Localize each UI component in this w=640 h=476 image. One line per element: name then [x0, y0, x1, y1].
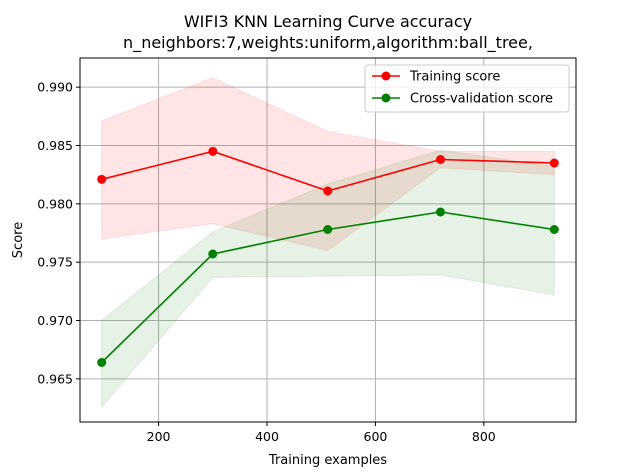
- data-point: [435, 207, 445, 217]
- data-point: [97, 174, 107, 184]
- y-tick-label: 0.970: [37, 313, 73, 328]
- series-band: [101, 77, 555, 252]
- data-point: [435, 155, 445, 164]
- x-tick-label: 800: [472, 429, 496, 444]
- x-tick-label: 200: [147, 429, 171, 444]
- data-point: [97, 358, 107, 367]
- data-point: [208, 146, 218, 156]
- x-tick-label: 400: [255, 429, 279, 444]
- data-point: [323, 186, 333, 196]
- x-axis-ticks: 200 400 600 800: [147, 422, 496, 444]
- data-point: [549, 158, 559, 168]
- legend: Training score Cross-validation score: [364, 64, 570, 113]
- y-tick-label: 0.965: [37, 371, 73, 386]
- confidence-bands: [101, 77, 555, 409]
- y-tick-label: 0.985: [37, 138, 73, 153]
- y-tick-label: 0.980: [37, 196, 73, 211]
- x-tick-label: 600: [364, 429, 388, 444]
- y-tick-label: 0.990: [37, 80, 73, 95]
- data-point: [208, 249, 218, 259]
- chart-title: WIFI3 KNN Learning Curve accuracy: [184, 12, 472, 31]
- legend-marker: [381, 93, 391, 103]
- data-point: [323, 225, 333, 234]
- legend-box: [364, 64, 570, 113]
- y-tick-label: 0.975: [37, 255, 73, 270]
- legend-label: Training score: [409, 70, 500, 85]
- series-markers: [97, 146, 559, 367]
- legend-marker: [381, 71, 391, 81]
- x-axis-label: Training examples: [268, 453, 387, 468]
- chart-subtitle: n_neighbors:7,weights:uniform,algorithm:…: [123, 33, 533, 53]
- y-axis-label: Score: [11, 222, 26, 258]
- legend-label: Cross-validation score: [410, 92, 553, 107]
- plot-area-frame: [79, 57, 577, 423]
- data-point: [549, 225, 559, 234]
- y-axis-ticks: 0.965 0.970 0.975 0.980 0.985 0.990: [37, 80, 80, 386]
